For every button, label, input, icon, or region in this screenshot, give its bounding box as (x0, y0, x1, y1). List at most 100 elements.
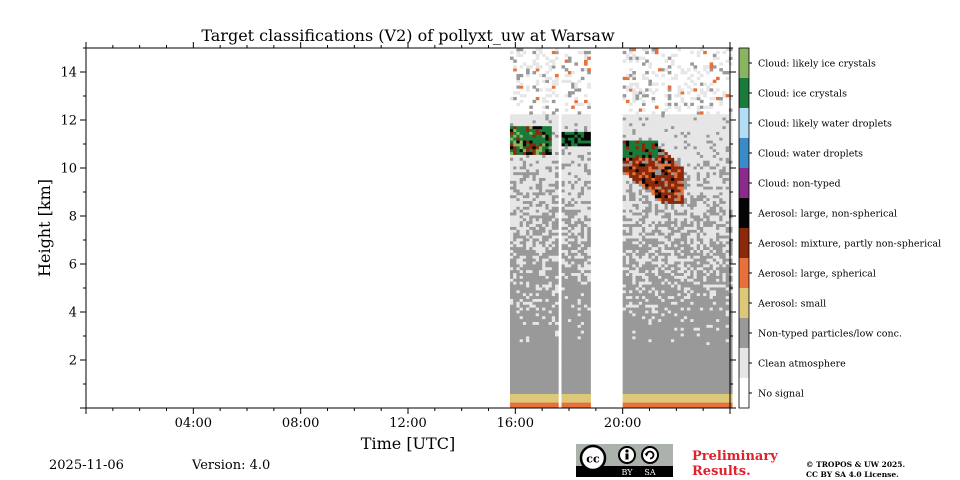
heatmap-cell (555, 220, 559, 225)
heatmap-cell (574, 336, 578, 340)
heatmap-cell (577, 157, 582, 161)
heatmap-cell (509, 168, 514, 173)
heatmap-cell (651, 160, 656, 164)
heatmap-cell (651, 318, 656, 322)
heatmap-cell (635, 289, 640, 294)
heatmap-cell (645, 361, 649, 366)
heatmap-cell (622, 272, 627, 276)
heatmap-cell (584, 289, 588, 294)
heatmap-cell (526, 379, 530, 383)
heatmap-cell (622, 373, 627, 377)
heatmap-cell (622, 364, 627, 369)
heatmap-cell (584, 405, 588, 409)
heatmap-cell (526, 347, 530, 351)
heatmap-cell (654, 140, 659, 144)
heatmap-cell (670, 166, 675, 170)
heatmap-cell (571, 338, 575, 343)
heatmap-cell (632, 223, 636, 227)
heatmap-cell (664, 177, 669, 181)
heatmap-cell (625, 304, 630, 308)
heatmap-cell (522, 298, 527, 302)
heatmap-cell (571, 168, 575, 173)
heatmap-cell (651, 364, 656, 369)
heatmap-cell (535, 361, 540, 366)
heatmap-cell (674, 94, 678, 98)
heatmap-cell (522, 301, 527, 305)
heatmap-cell (638, 120, 643, 124)
heatmap-cell (667, 387, 672, 392)
heatmap-cell (564, 359, 569, 363)
heatmap-cell (561, 367, 566, 371)
heatmap-cell (580, 238, 585, 242)
heatmap-cell (680, 174, 685, 178)
heatmap-cell (683, 261, 688, 265)
heatmap-cell (670, 318, 675, 322)
heatmap-cell (645, 344, 649, 348)
heatmap-cell (551, 183, 556, 187)
heatmap-cell (548, 94, 553, 98)
heatmap-cell (564, 292, 569, 297)
heatmap-cell (677, 166, 682, 170)
heatmap-cell (632, 356, 636, 360)
heatmap-cell (567, 315, 572, 320)
heatmap-cell (567, 258, 572, 262)
heatmap-cell (574, 189, 578, 193)
heatmap-cell (509, 292, 514, 297)
heatmap-cell (680, 255, 685, 259)
heatmap-cell (526, 131, 530, 135)
heatmap-cell (648, 114, 653, 118)
heatmap-cell (651, 163, 656, 167)
heatmap-cell (561, 264, 566, 268)
heatmap-cell (551, 376, 556, 380)
heatmap-cell (648, 125, 653, 130)
heatmap-cell (545, 148, 550, 153)
heatmap-cell (555, 359, 559, 363)
heatmap-cell (651, 217, 656, 222)
heatmap-cell (535, 364, 540, 369)
heatmap-cell (545, 197, 550, 202)
heatmap-cell (683, 338, 688, 343)
heatmap-cell (632, 301, 636, 305)
heatmap-cell (538, 145, 543, 150)
heatmap-cell (687, 399, 691, 403)
heatmap-cell (532, 148, 537, 153)
heatmap-cell (529, 350, 533, 354)
heatmap-cell (632, 390, 636, 394)
heatmap-cell (567, 209, 572, 213)
heatmap-cell (561, 324, 566, 328)
heatmap-cell (577, 145, 582, 150)
heatmap-cell (532, 140, 537, 144)
heatmap-cell (532, 266, 537, 271)
heatmap-cell (513, 301, 517, 305)
heatmap-cell (651, 361, 656, 366)
heatmap-cell (690, 361, 694, 366)
heatmap-cell (625, 203, 630, 207)
heatmap-cell (667, 333, 672, 337)
heatmap-cell (670, 220, 675, 225)
heatmap-cell (635, 200, 640, 204)
heatmap-cell (674, 215, 678, 219)
heatmap-cell (535, 134, 540, 138)
heatmap-cell (519, 338, 524, 343)
heatmap-cell (574, 359, 578, 363)
heatmap-cell (567, 73, 572, 78)
heatmap-cell (674, 145, 678, 150)
heatmap-cell (522, 180, 527, 184)
heatmap-cell (577, 364, 582, 369)
heatmap-cell (687, 310, 691, 314)
heatmap-cell (577, 370, 582, 374)
heatmap-cell (519, 261, 524, 265)
heatmap-cell (635, 281, 640, 285)
heatmap-cell (690, 166, 694, 170)
heatmap-cell (542, 111, 546, 115)
heatmap-cell (542, 180, 546, 184)
heatmap-cell (667, 289, 672, 294)
heatmap-cell (509, 151, 514, 155)
heatmap-cell (561, 203, 566, 207)
heatmap-cell (635, 373, 640, 377)
heatmap-cell (632, 336, 636, 340)
heatmap-cell (519, 243, 524, 248)
heatmap-cell (667, 180, 672, 184)
heatmap-cell (658, 206, 662, 210)
heatmap-cell (509, 217, 514, 222)
